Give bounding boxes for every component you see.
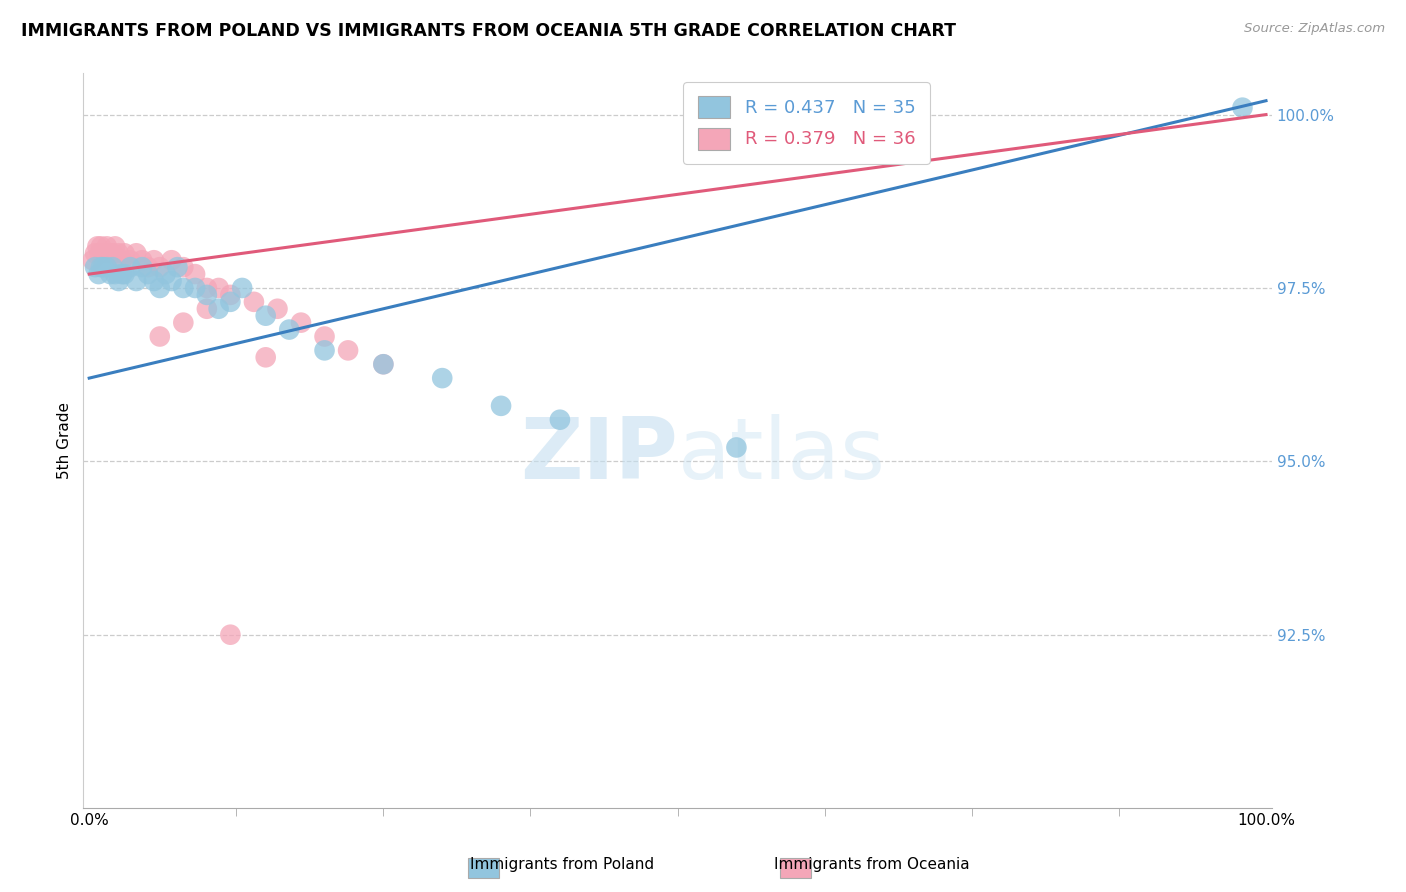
Point: [160, 274, 183, 288]
Point: [87, 267, 110, 281]
Point: [98, 267, 121, 281]
Point: [254, 309, 277, 323]
Point: [290, 316, 312, 330]
Text: Immigrants from Oceania: Immigrants from Oceania: [773, 857, 970, 872]
Point: [1232, 101, 1254, 115]
Point: [373, 357, 395, 371]
Point: [84, 246, 107, 260]
Y-axis label: 5th Grade: 5th Grade: [58, 402, 72, 479]
Point: [114, 267, 136, 281]
Point: [207, 301, 229, 316]
Point: [82, 253, 104, 268]
Point: [136, 260, 159, 275]
Point: [131, 260, 153, 275]
Point: [373, 357, 395, 371]
Point: [111, 253, 134, 268]
Point: [91, 246, 114, 260]
Point: [172, 260, 194, 275]
Legend: R = 0.437   N = 35, R = 0.379   N = 36: R = 0.437 N = 35, R = 0.379 N = 36: [683, 82, 929, 164]
Point: [89, 246, 111, 260]
Point: [142, 253, 165, 268]
Text: ZIP: ZIP: [520, 414, 678, 497]
Point: [90, 260, 112, 275]
Text: Immigrants from Poland: Immigrants from Poland: [471, 857, 654, 872]
Point: [114, 246, 136, 260]
Point: [166, 260, 188, 275]
Point: [90, 239, 112, 253]
Point: [107, 274, 129, 288]
Point: [96, 239, 118, 253]
Text: IMMIGRANTS FROM POLAND VS IMMIGRANTS FROM OCEANIA 5TH GRADE CORRELATION CHART: IMMIGRANTS FROM POLAND VS IMMIGRANTS FRO…: [21, 22, 956, 40]
Point: [125, 274, 148, 288]
Point: [107, 246, 129, 260]
Point: [111, 267, 134, 281]
Point: [91, 260, 114, 275]
Point: [219, 628, 242, 642]
Point: [489, 399, 512, 413]
Point: [254, 351, 277, 365]
Point: [172, 281, 194, 295]
Point: [120, 253, 142, 268]
Point: [314, 329, 336, 343]
Point: [231, 281, 253, 295]
Point: [149, 260, 172, 275]
Point: [98, 246, 121, 260]
Point: [131, 253, 153, 268]
Point: [184, 267, 207, 281]
Point: [101, 246, 124, 260]
Point: [219, 288, 242, 302]
Point: [337, 343, 360, 358]
Point: [172, 316, 194, 330]
Point: [104, 267, 127, 281]
Point: [125, 246, 148, 260]
Point: [725, 441, 748, 455]
Point: [195, 281, 218, 295]
Point: [142, 274, 165, 288]
Point: [120, 260, 142, 275]
Point: [84, 260, 107, 275]
Point: [314, 343, 336, 358]
Point: [207, 281, 229, 295]
Point: [432, 371, 454, 385]
Point: [219, 294, 242, 309]
Point: [149, 329, 172, 343]
Point: [548, 413, 571, 427]
Text: atlas: atlas: [678, 414, 886, 497]
Point: [101, 260, 124, 275]
Point: [184, 281, 207, 295]
Point: [278, 322, 301, 336]
Point: [195, 288, 218, 302]
Point: [243, 294, 266, 309]
Point: [160, 253, 183, 268]
Point: [136, 267, 159, 281]
Point: [96, 260, 118, 275]
Point: [104, 239, 127, 253]
Point: [86, 239, 108, 253]
Point: [266, 301, 288, 316]
Text: Source: ZipAtlas.com: Source: ZipAtlas.com: [1244, 22, 1385, 36]
Point: [155, 267, 177, 281]
Point: [195, 301, 218, 316]
Point: [149, 281, 172, 295]
